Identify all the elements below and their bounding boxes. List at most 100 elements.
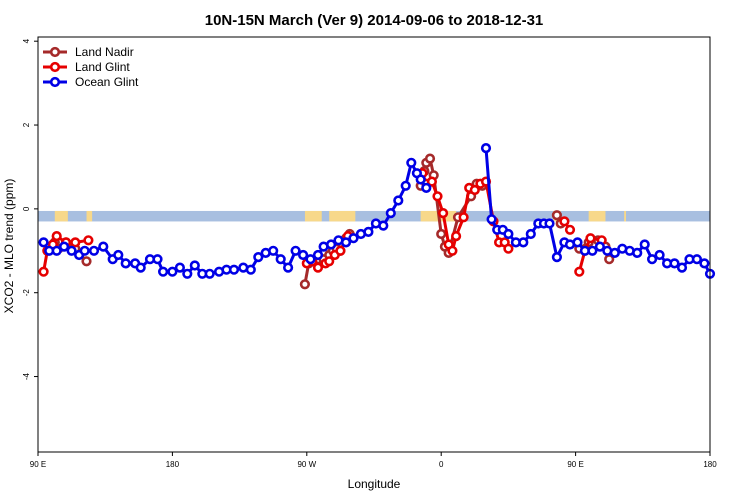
legend-swatch-point <box>49 76 61 88</box>
legend-label: Land Nadir <box>75 45 134 59</box>
data-point <box>480 143 492 154</box>
data-point <box>83 235 94 246</box>
data-point <box>66 245 77 256</box>
x-tick-label: 180 <box>166 460 180 469</box>
data-point <box>182 268 193 279</box>
data-point <box>406 157 417 168</box>
data-point <box>326 239 337 250</box>
data-point <box>228 264 240 275</box>
data-point <box>299 279 311 290</box>
legend-swatch-point <box>49 46 61 58</box>
data-point <box>426 176 438 187</box>
land-segment <box>304 210 322 222</box>
data-point <box>135 262 146 273</box>
land-segment <box>624 210 626 222</box>
data-point <box>676 262 688 273</box>
data-point <box>691 254 703 265</box>
y-axis: 4 2 0 -2 -4 <box>22 38 38 380</box>
x-tick-label: 90 W <box>297 460 316 469</box>
data-point <box>98 241 109 252</box>
data-point <box>574 266 585 277</box>
data-point <box>385 208 396 219</box>
data-point <box>559 216 570 227</box>
data-point <box>167 266 178 277</box>
data-point <box>268 245 279 256</box>
data-point <box>335 245 346 256</box>
data-point <box>525 228 536 240</box>
x-axis: 90 E 180 90 W 0 90 E 180 <box>30 452 717 469</box>
data-point <box>503 228 514 240</box>
x-axis-label: Longitude <box>348 477 401 491</box>
y-tick-label: 0 <box>22 206 31 211</box>
series-line <box>484 147 712 275</box>
data-point <box>415 174 426 185</box>
y-tick-label: -2 <box>22 289 31 297</box>
data-point <box>551 252 563 263</box>
data-point <box>253 252 264 263</box>
land-segment <box>86 210 93 222</box>
data-point <box>283 262 294 273</box>
data-point <box>447 245 458 256</box>
data-point <box>572 237 583 248</box>
data-point <box>174 262 185 273</box>
data-point <box>458 212 469 223</box>
land-band <box>38 210 710 222</box>
data-point <box>298 249 309 261</box>
series-layer <box>38 143 716 290</box>
data-point <box>88 245 100 256</box>
series-ocean-glint <box>38 143 716 279</box>
data-point <box>564 224 576 235</box>
data-point <box>245 264 256 275</box>
x-tick-label: 0 <box>439 460 444 469</box>
data-point <box>469 184 480 196</box>
data-point <box>609 247 620 258</box>
data-point <box>305 254 316 265</box>
legend-item-land-glint: Land Glint <box>43 60 130 74</box>
data-point <box>113 249 124 261</box>
data-point <box>432 191 443 202</box>
data-point <box>38 266 49 277</box>
data-point <box>79 245 90 256</box>
data-point <box>275 254 286 265</box>
data-point <box>312 249 324 261</box>
data-point <box>340 237 352 248</box>
x-tick-label: 90 E <box>30 460 46 469</box>
legend-swatch-point <box>49 61 61 73</box>
data-point <box>544 218 555 229</box>
data-point <box>312 262 324 273</box>
plot-frame <box>37 36 711 453</box>
chart-title: 10N-15N March (Ver 9) 2014-09-06 to 2018… <box>205 12 544 29</box>
data-point <box>58 241 70 252</box>
land-segment <box>329 210 356 222</box>
legend-item-ocean-glint: Ocean Glint <box>43 75 139 89</box>
y-tick-label: 4 <box>22 38 31 43</box>
data-point <box>81 256 92 267</box>
data-point <box>486 214 497 225</box>
data-point <box>424 153 436 164</box>
data-point <box>158 266 169 277</box>
data-point <box>51 245 62 256</box>
land-segment <box>588 210 606 222</box>
data-point <box>290 245 301 256</box>
data-point <box>669 258 680 269</box>
data-point <box>654 249 665 261</box>
data-point <box>348 233 359 244</box>
data-point <box>503 243 514 254</box>
data-point <box>204 268 215 279</box>
data-point <box>393 195 404 206</box>
data-point <box>324 256 335 267</box>
data-point <box>551 210 563 221</box>
data-point <box>363 226 374 237</box>
data-point <box>400 180 411 191</box>
x-tick-label: 180 <box>703 460 717 469</box>
data-point <box>646 254 658 265</box>
y-tick-label: -4 <box>22 372 31 380</box>
data-point <box>152 254 163 265</box>
land-segment <box>54 210 68 222</box>
x-tick-label: 90 E <box>567 460 583 469</box>
data-point <box>378 220 389 231</box>
series-line <box>577 236 602 273</box>
data-point <box>436 228 447 240</box>
data-point <box>594 241 606 252</box>
